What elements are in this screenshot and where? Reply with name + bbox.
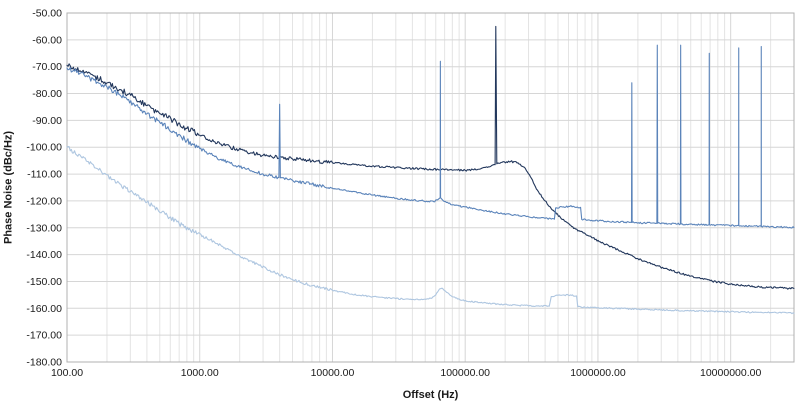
y-tick-label: -60.00	[32, 34, 62, 46]
y-tick-label: -160.00	[26, 303, 62, 315]
plot-border	[66, 12, 795, 363]
y-tick-label: -180.00	[26, 357, 62, 369]
y-tick-label: -110.00	[27, 169, 62, 181]
y-tick-label: -70.00	[32, 61, 62, 73]
y-tick-label: -120.00	[26, 195, 62, 207]
y-tick-label: -140.00	[26, 249, 62, 261]
y-tick-label: -100.00	[26, 142, 62, 154]
y-tick-label: -150.00	[26, 276, 62, 288]
x-tick-label: 100000.00	[440, 367, 490, 379]
x-axis-title: Offset (Hz)	[402, 389, 459, 401]
x-tick-label: 1000.00	[181, 367, 219, 379]
y-axis-title: Phase Noise (dBc/Hz)	[2, 130, 15, 245]
y-tick-label: -170.00	[26, 330, 62, 342]
x-tick-label: 100.00	[51, 367, 83, 379]
y-tick-label: -90.00	[32, 115, 62, 127]
x-tick-label: 10000.00	[311, 367, 355, 379]
x-tick-label: 1000000.00	[570, 367, 626, 379]
x-tick-label: 10000000.00	[700, 367, 761, 379]
y-tick-label: -80.00	[32, 88, 62, 100]
series-trace1-dark	[66, 25, 795, 290]
y-tick-label: -130.00	[26, 222, 62, 234]
y-tick-label: -50.00	[32, 8, 62, 20]
series-trace3-light	[66, 145, 795, 315]
series-trace2-medium	[66, 44, 795, 229]
